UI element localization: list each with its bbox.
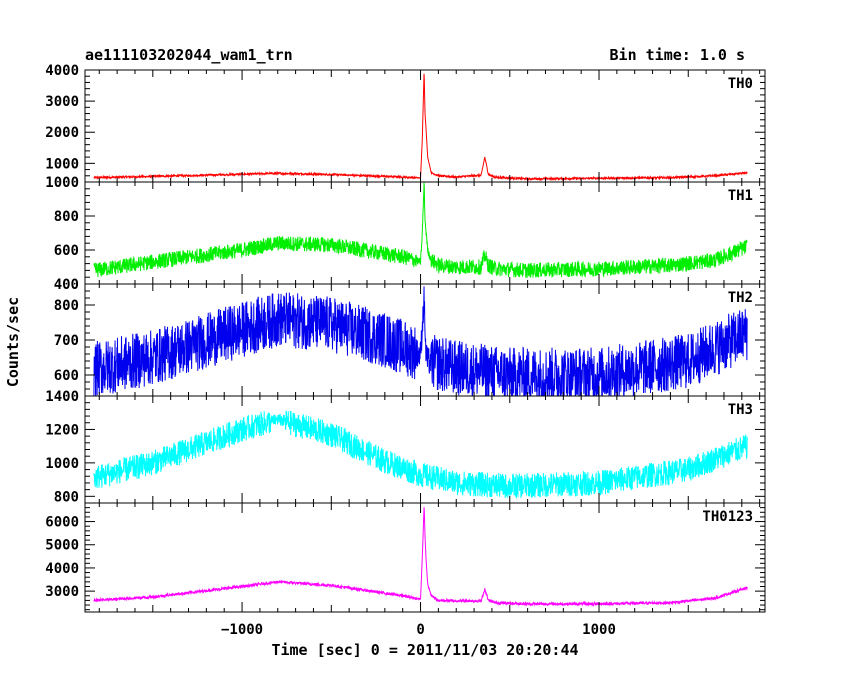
x-tick-label: 0 <box>416 622 424 638</box>
y-tick-label: 1000 <box>45 175 79 191</box>
panel-label-th0: TH0 <box>728 76 753 92</box>
panel-frame-th0123 <box>84 502 766 613</box>
panel-label-th3: TH3 <box>728 402 753 418</box>
x-tick-label: −1000 <box>221 622 263 638</box>
y-tick-label: 3000 <box>45 584 79 600</box>
y-tick-label: 1000 <box>45 456 79 472</box>
y-tick-label: 600 <box>54 368 79 384</box>
panel-label-th0123: TH0123 <box>702 509 753 525</box>
y-tick-label: 800 <box>54 209 79 225</box>
y-tick-label: 3000 <box>45 94 79 110</box>
chart-title: ae111103202044_wam1_trn <box>85 46 293 64</box>
y-tick-label: 2000 <box>45 125 79 141</box>
y-tick-label: 400 <box>54 277 79 293</box>
panel-frame-th1 <box>84 181 766 285</box>
y-tick-label: 4000 <box>45 63 79 79</box>
series-th0-trace <box>93 73 748 182</box>
series-th2-trace <box>93 286 748 396</box>
x-axis-label: Time [sec] 0 = 2011/11/03 20:20:44 <box>271 641 578 659</box>
bin-time-label: Bin time: 1.0 s <box>610 46 745 64</box>
panel-frame-th0 <box>84 69 766 183</box>
series-th1-trace <box>93 182 748 278</box>
y-tick-label: 4000 <box>45 561 79 577</box>
y-tick-label: 5000 <box>45 538 79 554</box>
x-tick-label: 1000 <box>582 622 616 638</box>
panels-group: 1000 2000 3000 4000 TH0 400 600 800 1000 TH1 600 70… <box>45 63 766 638</box>
panel-label-th2: TH2 <box>728 290 753 306</box>
y-tick-label: 700 <box>54 333 79 349</box>
y-tick-label: 1400 <box>45 389 79 405</box>
y-tick-label: 800 <box>54 298 79 314</box>
y-tick-label: 1200 <box>45 422 79 438</box>
y-tick-label: 6000 <box>45 515 79 531</box>
series-th3-trace <box>93 410 748 499</box>
y-tick-label: 800 <box>54 489 79 505</box>
y-tick-label: 600 <box>54 243 79 259</box>
series-th0123-trace <box>93 507 748 608</box>
panel-label-th1: TH1 <box>728 188 753 204</box>
y-tick-label: 1000 <box>45 156 79 172</box>
y-axis-label: Counts/sec <box>4 297 22 387</box>
